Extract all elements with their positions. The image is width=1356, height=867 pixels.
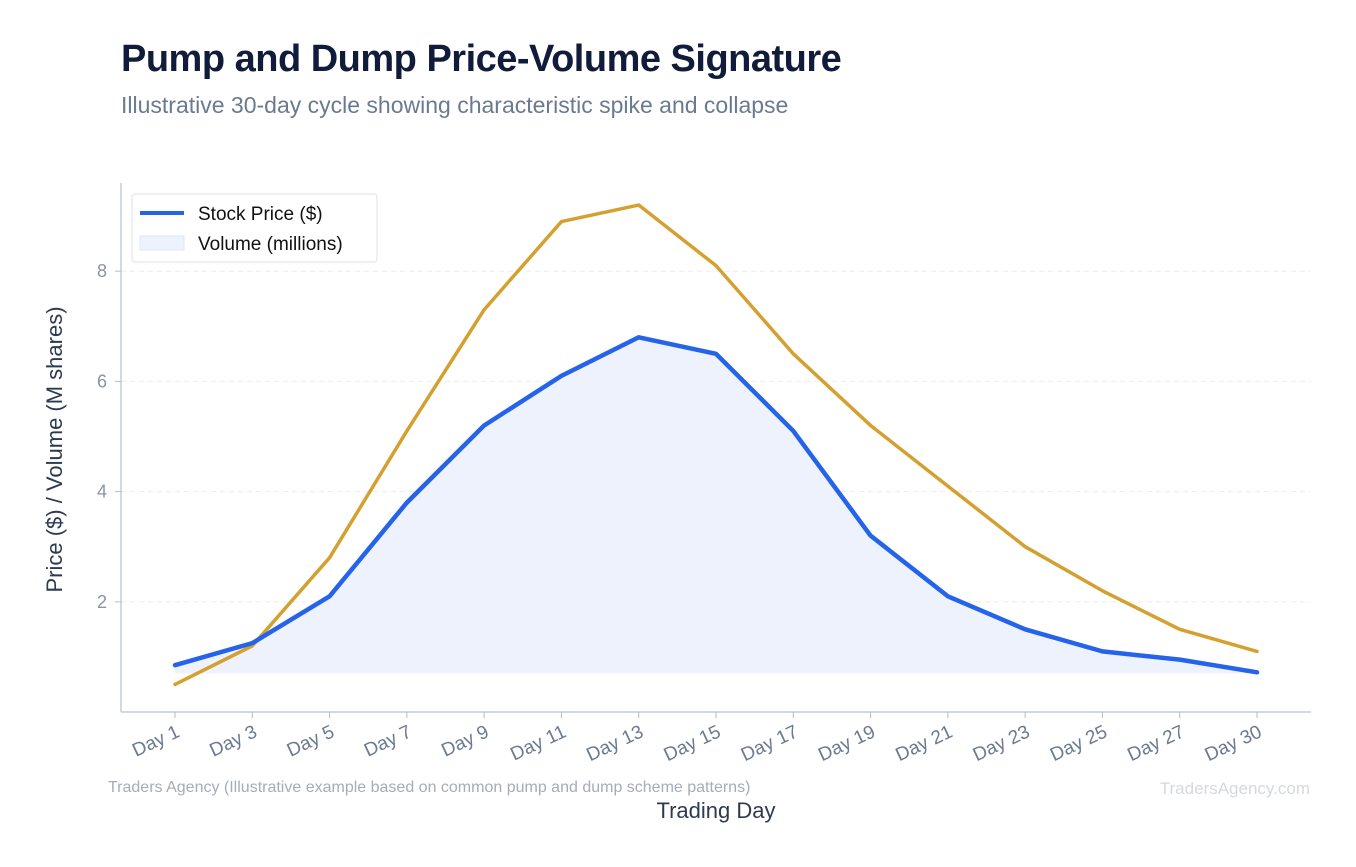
x-tick-label: Day 17	[738, 721, 801, 765]
x-tick-label: Day 11	[507, 721, 569, 765]
volume-line	[173, 203, 1259, 687]
x-tick-label: Day 27	[1124, 721, 1187, 765]
x-tick-label: Day 9	[438, 721, 492, 761]
chart-title: Pump and Dump Price-Volume Signature	[121, 38, 842, 80]
legend-volume-label: Volume (millions)	[198, 234, 343, 255]
x-tick-label: Day 21	[893, 721, 956, 765]
source-note: Traders Agency (Illustrative example bas…	[108, 779, 751, 796]
y-tick-label: 8	[97, 261, 107, 281]
x-tick-label: Day 25	[1047, 721, 1110, 765]
y-axis-label: Price ($) / Volume (M shares)	[42, 306, 67, 592]
legend-volume-swatch	[139, 235, 185, 251]
x-tick-label: Day 30	[1202, 721, 1265, 765]
volume-area	[175, 337, 1257, 674]
legend-box	[131, 193, 378, 263]
x-axis-label: Trading Day	[656, 798, 775, 823]
y-tick-label: 6	[97, 371, 107, 391]
y-axis-ticks: 2 4 6 8	[97, 261, 121, 612]
x-tick-label: Day 19	[815, 721, 878, 765]
legend-price-label: Stock Price ($)	[198, 204, 323, 225]
x-axis-ticks: Day 1 Day 3 Day 5 Day 7 Day 9 Day 11 Day 13 Day…	[129, 712, 1265, 766]
series-lines-layer	[172, 203, 1260, 687]
y-tick-label: 2	[97, 592, 107, 612]
chart-subtitle: Illustrative 30-day cycle showing charac…	[121, 92, 789, 118]
x-tick-label: Day 15	[661, 721, 724, 765]
x-tick-label: Day 5	[284, 721, 338, 761]
y-tick-label: 4	[97, 482, 107, 502]
brand-watermark: TradersAgency.com	[1159, 779, 1310, 798]
price-line	[172, 335, 1260, 675]
volume-area-layer	[175, 337, 1257, 674]
legend: Stock Price ($) Volume (millions)	[131, 193, 378, 263]
x-tick-label: Day 13	[583, 721, 646, 765]
x-tick-label: Day 7	[361, 721, 415, 761]
x-tick-label: Day 1	[129, 721, 183, 761]
x-tick-label: Day 23	[970, 721, 1033, 765]
x-tick-label: Day 3	[207, 721, 261, 761]
